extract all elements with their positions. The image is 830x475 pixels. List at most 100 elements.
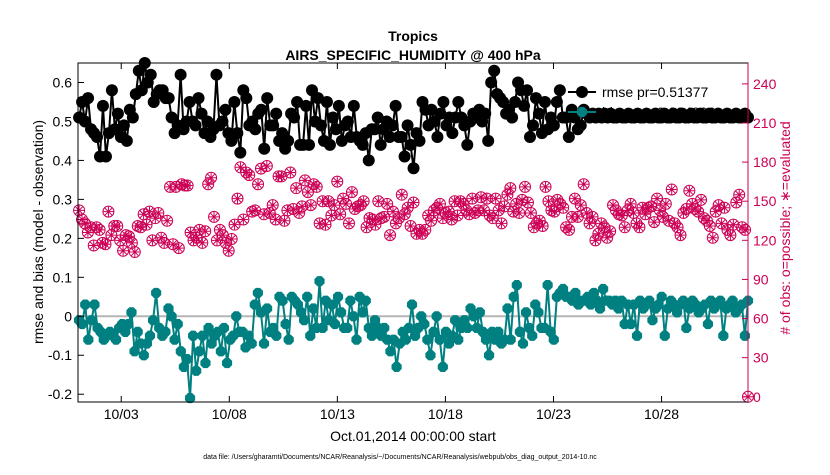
obs-evaluated-point: [135, 222, 146, 233]
bias-point: [200, 357, 211, 369]
x-tick-label: 10/23: [536, 406, 571, 422]
obs-evaluated-point: [373, 196, 384, 207]
obs-evaluated-point: [675, 230, 686, 241]
bias-point: [385, 346, 396, 357]
obs-evaluated-point: [250, 205, 261, 216]
bias-point: [221, 357, 233, 369]
rmse-point: [521, 84, 534, 97]
obs-evaluated-point: [740, 224, 751, 235]
rmse-point: [446, 127, 459, 140]
obs-evaluated-point: [481, 193, 492, 204]
rmse-point: [216, 115, 229, 128]
obs-evaluated-point: [74, 205, 85, 216]
bias-point: [425, 350, 436, 361]
obs-evaluated-point: [185, 227, 196, 238]
obs-possible-point: [648, 216, 661, 229]
bias-point: [194, 346, 205, 357]
rmse-point: [532, 107, 545, 120]
y-tick-label-right: 0: [753, 389, 761, 405]
bias-point: [483, 350, 495, 361]
rmse-point: [374, 138, 387, 151]
obs-possible-point: [639, 208, 652, 221]
obs-possible-point: [228, 218, 241, 231]
y-tick-label-left: 0.1: [53, 269, 73, 285]
obs-evaluated-point: [232, 193, 243, 204]
obs-evaluated-point: [537, 220, 548, 231]
bias-point: [243, 330, 254, 341]
rmse-point: [326, 111, 339, 124]
obs-evaluated-point: [402, 202, 413, 213]
bias-point: [169, 334, 180, 345]
obs-evaluated-point: [388, 206, 399, 217]
x-tick-label: 10/03: [104, 406, 139, 422]
rmse-point: [547, 119, 560, 132]
obs-evaluated-point: [602, 232, 613, 243]
obs-possible-point: [551, 193, 564, 206]
obs-possible-point: [266, 199, 279, 212]
obs-evaluated-point: [420, 224, 431, 235]
obs-evaluated-point: [443, 206, 454, 217]
obs-evaluated-point: [126, 237, 137, 248]
obs-evaluated-point: [508, 206, 519, 217]
obs-evaluated-point: [167, 239, 178, 250]
rmse-point: [526, 119, 539, 132]
obs-evaluated-point: [616, 210, 627, 221]
bias-point: [434, 334, 445, 345]
bias-point: [591, 295, 603, 306]
obs-evaluated-point: [631, 218, 642, 229]
bias-point: [120, 326, 131, 337]
obs-evaluated-point: [194, 224, 205, 235]
obs-possible-point: [76, 213, 89, 226]
obs-evaluated-point: [200, 226, 211, 237]
bias-point: [647, 315, 658, 326]
bias-point: [184, 393, 196, 404]
bias-point: [308, 303, 319, 314]
data-file-footnote: data file: /Users/gharamti/Documents/NCA…: [203, 454, 597, 461]
obs-evaluated-point: [220, 237, 231, 248]
rmse-point: [189, 119, 202, 132]
rmse-point: [371, 111, 384, 124]
obs-possible-point: [202, 178, 215, 191]
obs-evaluated-point: [97, 237, 108, 248]
bias-point: [659, 330, 670, 341]
obs-possible-point: [161, 214, 174, 227]
obs-possible-point: [395, 188, 408, 201]
rmse-point: [144, 68, 157, 81]
obs-evaluated-point: [311, 181, 322, 192]
bias-point: [80, 299, 91, 310]
obs-evaluated-point: [605, 226, 616, 237]
obs-possible-point: [260, 160, 273, 172]
y-tick-label-right: 180: [753, 154, 777, 170]
obs-possible-point: [225, 233, 238, 246]
bias-point: [406, 299, 418, 310]
rmse-point: [111, 107, 124, 120]
x-tick-label: 10/13: [320, 406, 355, 422]
legend: rmse pr=0.51377 bias pr=-0.024096: [568, 84, 715, 120]
obs-evaluated-point: [121, 230, 132, 241]
bias-point: [422, 334, 433, 345]
obs-evaluated-point: [352, 201, 363, 212]
obs-possible-point: [589, 234, 602, 247]
y-tick-label-left: 0.6: [53, 74, 73, 90]
obs-possible-point: [296, 200, 309, 213]
obs-possible-point: [199, 225, 212, 238]
bias-point: [342, 322, 353, 334]
obs-evaluated-point: [147, 235, 158, 246]
obs-evaluated-point: [593, 228, 604, 239]
bias-point: [450, 315, 461, 326]
bias-point: [77, 318, 88, 330]
obs-evaluated-point: [191, 232, 202, 243]
obs-evaluated-point: [88, 240, 99, 251]
rmse-point: [389, 99, 402, 112]
bias-point: [360, 295, 371, 306]
obs-evaluated-point: [217, 230, 228, 241]
obs-evaluated-point: [173, 243, 184, 254]
obs-possible-point: [433, 197, 446, 210]
bias-point: [249, 299, 260, 310]
bias-point: [252, 287, 263, 298]
bias-point: [727, 295, 738, 306]
bias-point: [329, 318, 341, 330]
obs-evaluated-point: [103, 206, 114, 217]
bias-point: [672, 307, 683, 318]
